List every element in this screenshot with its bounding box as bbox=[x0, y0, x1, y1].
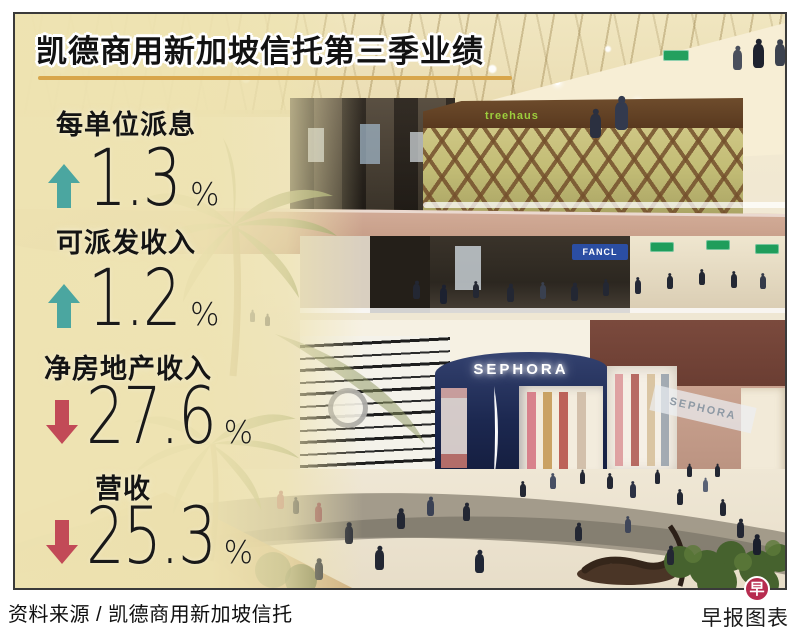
person-silhouette bbox=[375, 545, 384, 570]
person-silhouette bbox=[677, 489, 683, 505]
store-sign bbox=[706, 240, 730, 250]
person-silhouette bbox=[635, 277, 641, 294]
person-silhouette bbox=[507, 283, 514, 302]
person-silhouette bbox=[571, 282, 578, 301]
store-sign bbox=[650, 242, 674, 252]
sephora-poster bbox=[441, 388, 467, 468]
treehaus-sign: treehaus bbox=[485, 110, 539, 122]
stat-number: 27.6 bbox=[86, 372, 217, 462]
exit-sign bbox=[663, 50, 689, 61]
stat-number: 1.2 bbox=[88, 254, 182, 344]
person-silhouette bbox=[580, 469, 585, 484]
stat-value-distributable-income: 1.2 % bbox=[48, 260, 220, 338]
sephora-doorway bbox=[519, 386, 603, 478]
stat-label-dpu: 每单位派息 bbox=[56, 110, 196, 140]
person-silhouette bbox=[703, 477, 708, 492]
sephora-sign: SEPHORA bbox=[473, 361, 569, 378]
person-silhouette bbox=[731, 271, 737, 288]
person-silhouette bbox=[687, 463, 692, 477]
person-silhouette bbox=[625, 516, 631, 533]
stat-unit: % bbox=[223, 415, 254, 451]
source-caption: 资料来源 / 凯德商用新加坡信托 bbox=[8, 604, 293, 626]
title-underline bbox=[38, 76, 512, 80]
balcony-railing bbox=[423, 202, 785, 208]
person-silhouette bbox=[473, 281, 479, 298]
sephora-flame-icon bbox=[494, 386, 498, 478]
stat-value-net-property-income: 27.6 % bbox=[46, 378, 253, 456]
person-silhouette bbox=[655, 469, 660, 484]
person-silhouette bbox=[550, 473, 556, 489]
mall-photo: treehaus FANCL SEPHORA bbox=[13, 12, 787, 590]
person-silhouette bbox=[667, 273, 673, 289]
person-silhouette bbox=[520, 481, 526, 497]
person-silhouette bbox=[733, 45, 742, 70]
person-silhouette bbox=[463, 502, 470, 521]
person-silhouette bbox=[753, 534, 761, 555]
person-silhouette bbox=[720, 499, 726, 516]
person-silhouette bbox=[427, 496, 434, 516]
person-silhouette bbox=[615, 95, 628, 130]
treehaus-fascia bbox=[423, 98, 743, 128]
glass-railing bbox=[300, 308, 785, 313]
stat-label-net-property-income: 净房地产收入 bbox=[44, 354, 212, 384]
up-arrow-icon bbox=[48, 284, 80, 330]
stat-unit: % bbox=[223, 535, 254, 571]
person-silhouette bbox=[575, 522, 582, 541]
person-silhouette bbox=[737, 518, 744, 538]
stat-value-dpu: 1.3 % bbox=[48, 140, 220, 218]
person-silhouette bbox=[607, 473, 613, 489]
stat-label-distributable-income: 可派发收入 bbox=[56, 228, 196, 258]
person-silhouette bbox=[667, 545, 674, 565]
person-silhouette bbox=[753, 38, 764, 68]
stat-label-revenue: 营收 bbox=[95, 474, 151, 504]
person-silhouette bbox=[715, 463, 720, 477]
stat-number: 25.3 bbox=[86, 492, 217, 582]
up-arrow-icon bbox=[48, 164, 80, 210]
person-silhouette bbox=[630, 481, 636, 498]
person-silhouette bbox=[413, 280, 420, 299]
person-silhouette bbox=[590, 108, 601, 138]
page-title: 凯德商用新加坡信托第三季业绩 bbox=[36, 34, 484, 69]
storefront-row: FANCL bbox=[300, 236, 785, 314]
person-silhouette bbox=[397, 508, 405, 529]
stat-unit: % bbox=[190, 297, 220, 333]
sephora-entrance: SEPHORA bbox=[435, 352, 607, 478]
down-arrow-icon bbox=[46, 398, 78, 444]
person-silhouette bbox=[475, 549, 484, 573]
sephora-interior bbox=[607, 366, 677, 474]
stat-number: 1.3 bbox=[88, 134, 182, 224]
credit-caption: 早报图表 bbox=[701, 607, 789, 630]
down-arrow-icon bbox=[46, 518, 78, 564]
person-silhouette bbox=[540, 282, 546, 299]
fancl-sign: FANCL bbox=[572, 244, 628, 260]
stat-value-revenue: 25.3 % bbox=[46, 498, 253, 576]
person-silhouette bbox=[760, 273, 766, 289]
store-sign bbox=[755, 244, 779, 254]
zaobao-logo-icon: 早 bbox=[744, 576, 770, 602]
person-silhouette bbox=[775, 39, 785, 66]
person-silhouette bbox=[440, 284, 447, 304]
person-silhouette bbox=[699, 269, 705, 285]
person-silhouette bbox=[603, 279, 609, 296]
stat-unit: % bbox=[190, 177, 220, 213]
